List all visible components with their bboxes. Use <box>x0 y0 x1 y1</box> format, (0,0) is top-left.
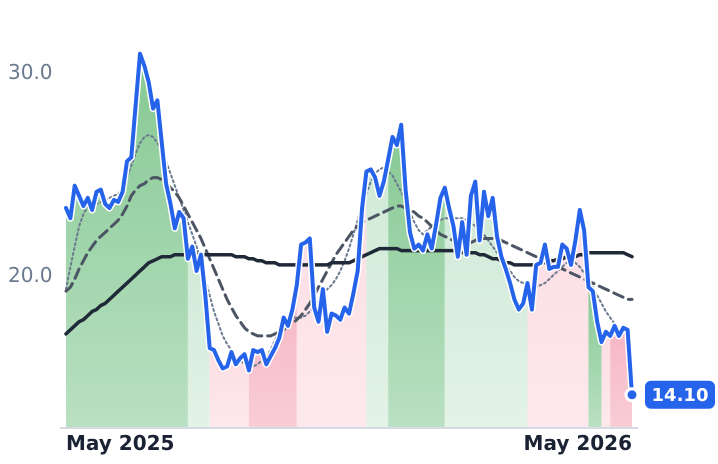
zone-down-light <box>296 171 367 428</box>
last-value-badge: 14.10 <box>624 380 715 409</box>
last-value-label: 14.10 <box>652 385 709 406</box>
price-layer <box>62 50 636 399</box>
zone-up-light <box>444 181 528 428</box>
zone-down-light <box>601 331 611 428</box>
zone-up-strong <box>588 287 602 428</box>
x-tick-label: May 2026 <box>524 431 632 455</box>
y-axis-ticks: 30.0 20.0 <box>8 60 53 287</box>
last-value-badge-bg <box>645 380 715 409</box>
zone-down-light <box>527 210 589 428</box>
x-tick-label: May 2025 <box>66 431 174 455</box>
price-line <box>64 51 634 397</box>
zone-up-strong <box>66 53 188 428</box>
last-value-dot <box>624 387 640 403</box>
zone-up-strong <box>388 124 445 429</box>
y-tick-label: 20.0 <box>8 263 53 287</box>
zone-up-light <box>366 159 389 429</box>
ma-mid-line <box>64 176 634 338</box>
x-axis-ticks: May 2025 May 2026 <box>66 431 632 455</box>
y-tick-label: 30.0 <box>8 60 53 84</box>
